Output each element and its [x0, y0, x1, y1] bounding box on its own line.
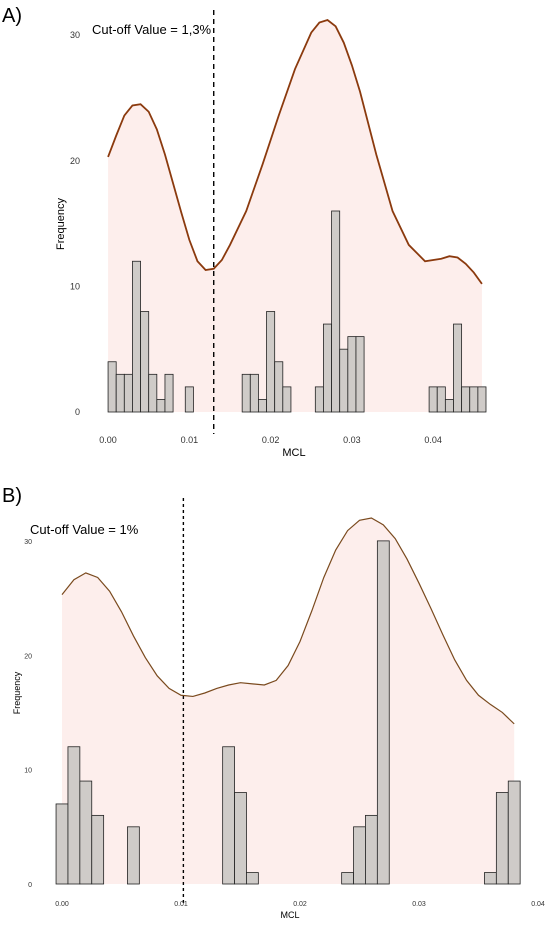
- histogram-bar-b-9: [353, 826, 366, 885]
- histogram-bar-a-15: [314, 386, 324, 413]
- density-fill-b: [62, 518, 515, 884]
- histogram-bar-a-18: [339, 348, 349, 413]
- histogram-bar-a-23: [444, 399, 454, 413]
- x-tick-label-b-1: 0.01: [174, 901, 188, 908]
- x-axis-title-b: MCL: [280, 910, 299, 920]
- y-axis-title-b: Frequency: [12, 671, 22, 714]
- cutoff-annotation-b: Cut-off Value = 1%: [30, 522, 139, 537]
- histogram-bar-a-16: [323, 323, 332, 413]
- density-curve-b: [61, 517, 515, 725]
- histogram-bar-b-13: [495, 792, 509, 885]
- histogram-bar-a-2: [123, 373, 133, 413]
- histogram-bar-b-1: [67, 746, 81, 885]
- y-tick-label-b-3: 30: [24, 539, 32, 546]
- histogram-bar-a-1: [115, 373, 125, 413]
- histogram-bar-a-22: [436, 386, 446, 413]
- histogram-bar-a-25: [461, 386, 471, 413]
- x-tick-label-b-0: 0.00: [55, 901, 69, 908]
- histogram-bar-b-14: [507, 780, 521, 885]
- panel-label-b: B): [2, 485, 22, 507]
- x-tick-label-b-3: 0.03: [412, 901, 426, 908]
- histogram-bar-a-13: [274, 361, 284, 413]
- y-tick-label-a-3: 30: [70, 30, 80, 40]
- histogram-bar-b-6: [234, 792, 247, 885]
- x-tick-label-a-1: 0.01: [181, 435, 199, 445]
- y-tick-label-b-0: 0: [28, 882, 32, 889]
- histogram-bar-a-9: [241, 373, 251, 413]
- y-tick-label-a-1: 10: [70, 281, 80, 291]
- y-axis-title-a: Frequency: [55, 198, 67, 250]
- chart-b-svg: B) Cut-off Value = 1% MCL Frequency 0.00…: [2, 485, 545, 920]
- histogram-bar-b-12: [484, 872, 497, 885]
- x-tick-label-a-4: 0.04: [424, 435, 442, 445]
- histogram-bar-a-17: [331, 210, 341, 413]
- histogram-bar-a-26: [469, 386, 479, 413]
- histogram-bar-a-4: [140, 311, 150, 413]
- density-curve-a: [107, 19, 483, 285]
- x-tick-label-b-4: 0.04: [531, 901, 545, 908]
- y-tick-label-a-2: 20: [70, 156, 80, 166]
- histogram-bar-b-4: [127, 826, 140, 885]
- histogram-bar-b-2: [79, 780, 93, 885]
- x-tick-label-a-0: 0.00: [99, 435, 117, 445]
- x-tick-label-b-2: 0.02: [293, 901, 307, 908]
- cutoff-annotation-a: Cut-off Value = 1,3%: [92, 22, 212, 37]
- histogram-bar-b-11: [376, 540, 390, 885]
- chart-panel-a: A) Cut-off Value = 1,3% MCL Frequency 0.…: [2, 5, 487, 459]
- histogram-bar-a-14: [282, 386, 292, 413]
- y-tick-label-a-0: 0: [75, 407, 80, 417]
- histogram-bar-b-0: [55, 803, 69, 885]
- histogram-bar-a-7: [164, 373, 174, 413]
- histogram-bar-a-11: [258, 399, 267, 413]
- histogram-bar-b-5: [222, 746, 235, 885]
- histogram-bar-a-12: [266, 311, 276, 413]
- histogram-bar-a-0: [107, 361, 117, 413]
- histogram-bar-a-19: [347, 336, 357, 413]
- x-tick-label-a-3: 0.03: [343, 435, 361, 445]
- histogram-bar-a-5: [148, 373, 158, 413]
- histogram-bar-a-21: [428, 386, 438, 413]
- histogram-bar-a-24: [453, 323, 463, 413]
- chart-panel-b: B) Cut-off Value = 1% MCL Frequency 0.00…: [0, 478, 550, 926]
- histogram-bar-a-3: [132, 260, 141, 413]
- histogram-bar-b-7: [246, 872, 259, 885]
- y-tick-label-b-2: 20: [24, 653, 32, 660]
- panel-label-a: A): [2, 5, 22, 27]
- x-tick-label-a-2: 0.02: [262, 435, 280, 445]
- histogram-bar-a-27: [477, 386, 487, 413]
- histogram-bar-b-10: [365, 814, 378, 885]
- histogram-bar-a-10: [249, 373, 259, 413]
- chart-a-svg: A) Cut-off Value = 1,3% MCL Frequency 0.…: [2, 5, 487, 459]
- histogram-bar-b-3: [91, 814, 105, 885]
- x-axis-title-a: MCL: [282, 447, 305, 459]
- histogram-bar-a-20: [355, 336, 365, 413]
- y-tick-label-b-1: 10: [24, 768, 32, 775]
- histogram-bar-b-8: [341, 872, 354, 885]
- histogram-bar-a-6: [156, 399, 166, 413]
- density-fill-a: [108, 20, 482, 413]
- histogram-bar-a-8: [184, 386, 194, 413]
